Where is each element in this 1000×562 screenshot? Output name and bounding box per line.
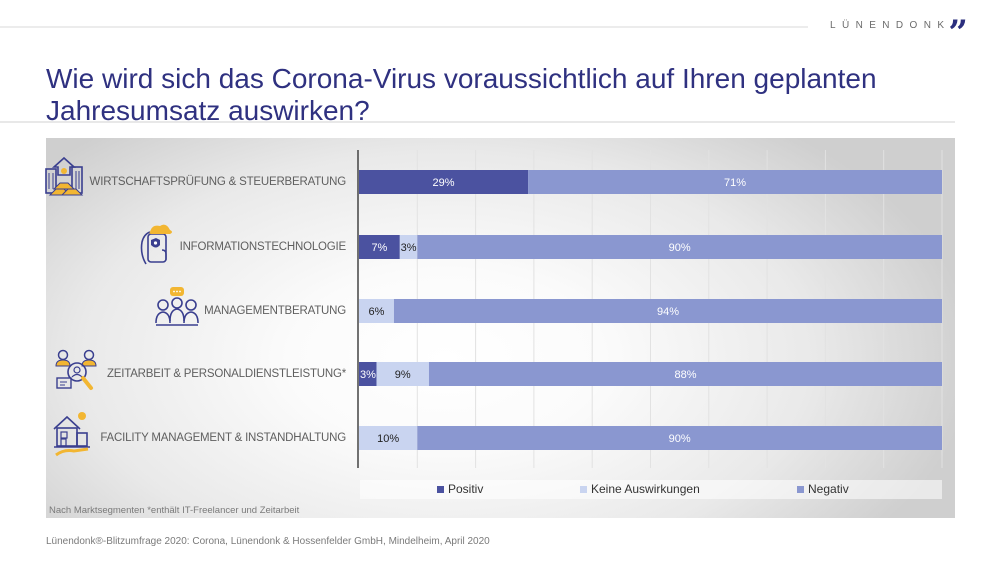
data-label: 90% bbox=[669, 242, 691, 254]
data-label: 6% bbox=[369, 306, 385, 318]
bar-keine-auswirkungen bbox=[359, 299, 394, 323]
brand-logo: LÜNENDONK ” bbox=[830, 12, 968, 50]
bar-negativ bbox=[428, 362, 943, 386]
data-label: 29% bbox=[433, 177, 455, 189]
bar-negativ bbox=[417, 426, 942, 450]
team-meeting-icon bbox=[154, 285, 200, 334]
data-label: 3% bbox=[401, 242, 417, 254]
data-label: 3% bbox=[360, 369, 376, 381]
category-label: FACILITY MANAGEMENT & INSTANDHALTUNG bbox=[100, 432, 346, 444]
data-label: 7% bbox=[371, 242, 387, 254]
building-gold-icon bbox=[42, 155, 86, 204]
data-label: 90% bbox=[669, 433, 691, 445]
bar-keine-auswirkungen bbox=[359, 426, 418, 450]
brand-quote-mark: ” bbox=[948, 13, 967, 53]
legend-swatch-positiv bbox=[437, 485, 444, 493]
data-label: 88% bbox=[674, 369, 696, 381]
category-label: INFORMATIONSTECHNOLOGIE bbox=[179, 241, 347, 253]
bar-positiv bbox=[359, 362, 377, 386]
legend-label-positiv: Positiv bbox=[448, 482, 484, 496]
footnote: Nach Marktsegmenten *enthält IT-Freelanc… bbox=[49, 505, 300, 516]
category-label-row: FACILITY MANAGEMENT & INSTANDHALTUNG bbox=[50, 411, 346, 461]
bar-negativ bbox=[417, 235, 942, 259]
legend bbox=[360, 480, 942, 499]
bar-positiv bbox=[359, 235, 400, 259]
title-divider bbox=[0, 121, 955, 123]
data-label: 10% bbox=[377, 433, 399, 445]
bar-positiv bbox=[359, 170, 529, 194]
legend-item-positiv: Positiv bbox=[437, 482, 483, 496]
category-label: ZEITARBEIT & PERSONALDIENSTLEISTUNG* bbox=[106, 368, 346, 380]
chart-panel bbox=[46, 138, 955, 518]
bar-keine-auswirkungen bbox=[399, 235, 418, 259]
legend-swatch-keine bbox=[580, 485, 587, 493]
category-label-row: ZEITARBEIT & PERSONALDIENSTLEISTUNG* bbox=[53, 348, 346, 397]
category-label-row: WIRTSCHAFTSPRÜFUNG & STEUERBERATUNG bbox=[42, 156, 347, 205]
category-label-row: MANAGEMENTBERATUNG bbox=[154, 285, 346, 334]
bar-negativ bbox=[528, 170, 942, 194]
recruiting-search-icon bbox=[53, 348, 103, 397]
data-label: 71% bbox=[724, 177, 746, 189]
legend-swatch-negativ bbox=[797, 485, 804, 493]
category-label: WIRTSCHAFTSPRÜFUNG & STEUERBERATUNG bbox=[89, 176, 347, 188]
legend-label-keine: Keine Auswirkungen bbox=[591, 482, 700, 496]
bar-keine-auswirkungen bbox=[376, 362, 429, 386]
brand-name: LÜNENDONK bbox=[830, 19, 951, 31]
category-label-row: INFORMATIONSTECHNOLOGIE bbox=[136, 224, 346, 270]
bar-negativ bbox=[393, 299, 943, 323]
smartphone-cloud-icon bbox=[136, 220, 176, 271]
legend-label-negativ: Negativ bbox=[808, 482, 849, 496]
page-title: Wie wird sich das Corona-Virus voraussic… bbox=[46, 62, 877, 126]
source-citation: Lünendonk®-Blitzumfrage 2020: Corona, Lü… bbox=[46, 536, 490, 547]
category-label: MANAGEMENTBERATUNG bbox=[204, 305, 346, 317]
house-hand-icon bbox=[50, 411, 96, 462]
legend-item-negativ: Negativ bbox=[797, 482, 849, 496]
legend-item-keine: Keine Auswirkungen bbox=[580, 482, 700, 496]
data-label: 94% bbox=[657, 306, 679, 318]
data-label: 9% bbox=[395, 369, 411, 381]
top-divider bbox=[0, 26, 808, 28]
